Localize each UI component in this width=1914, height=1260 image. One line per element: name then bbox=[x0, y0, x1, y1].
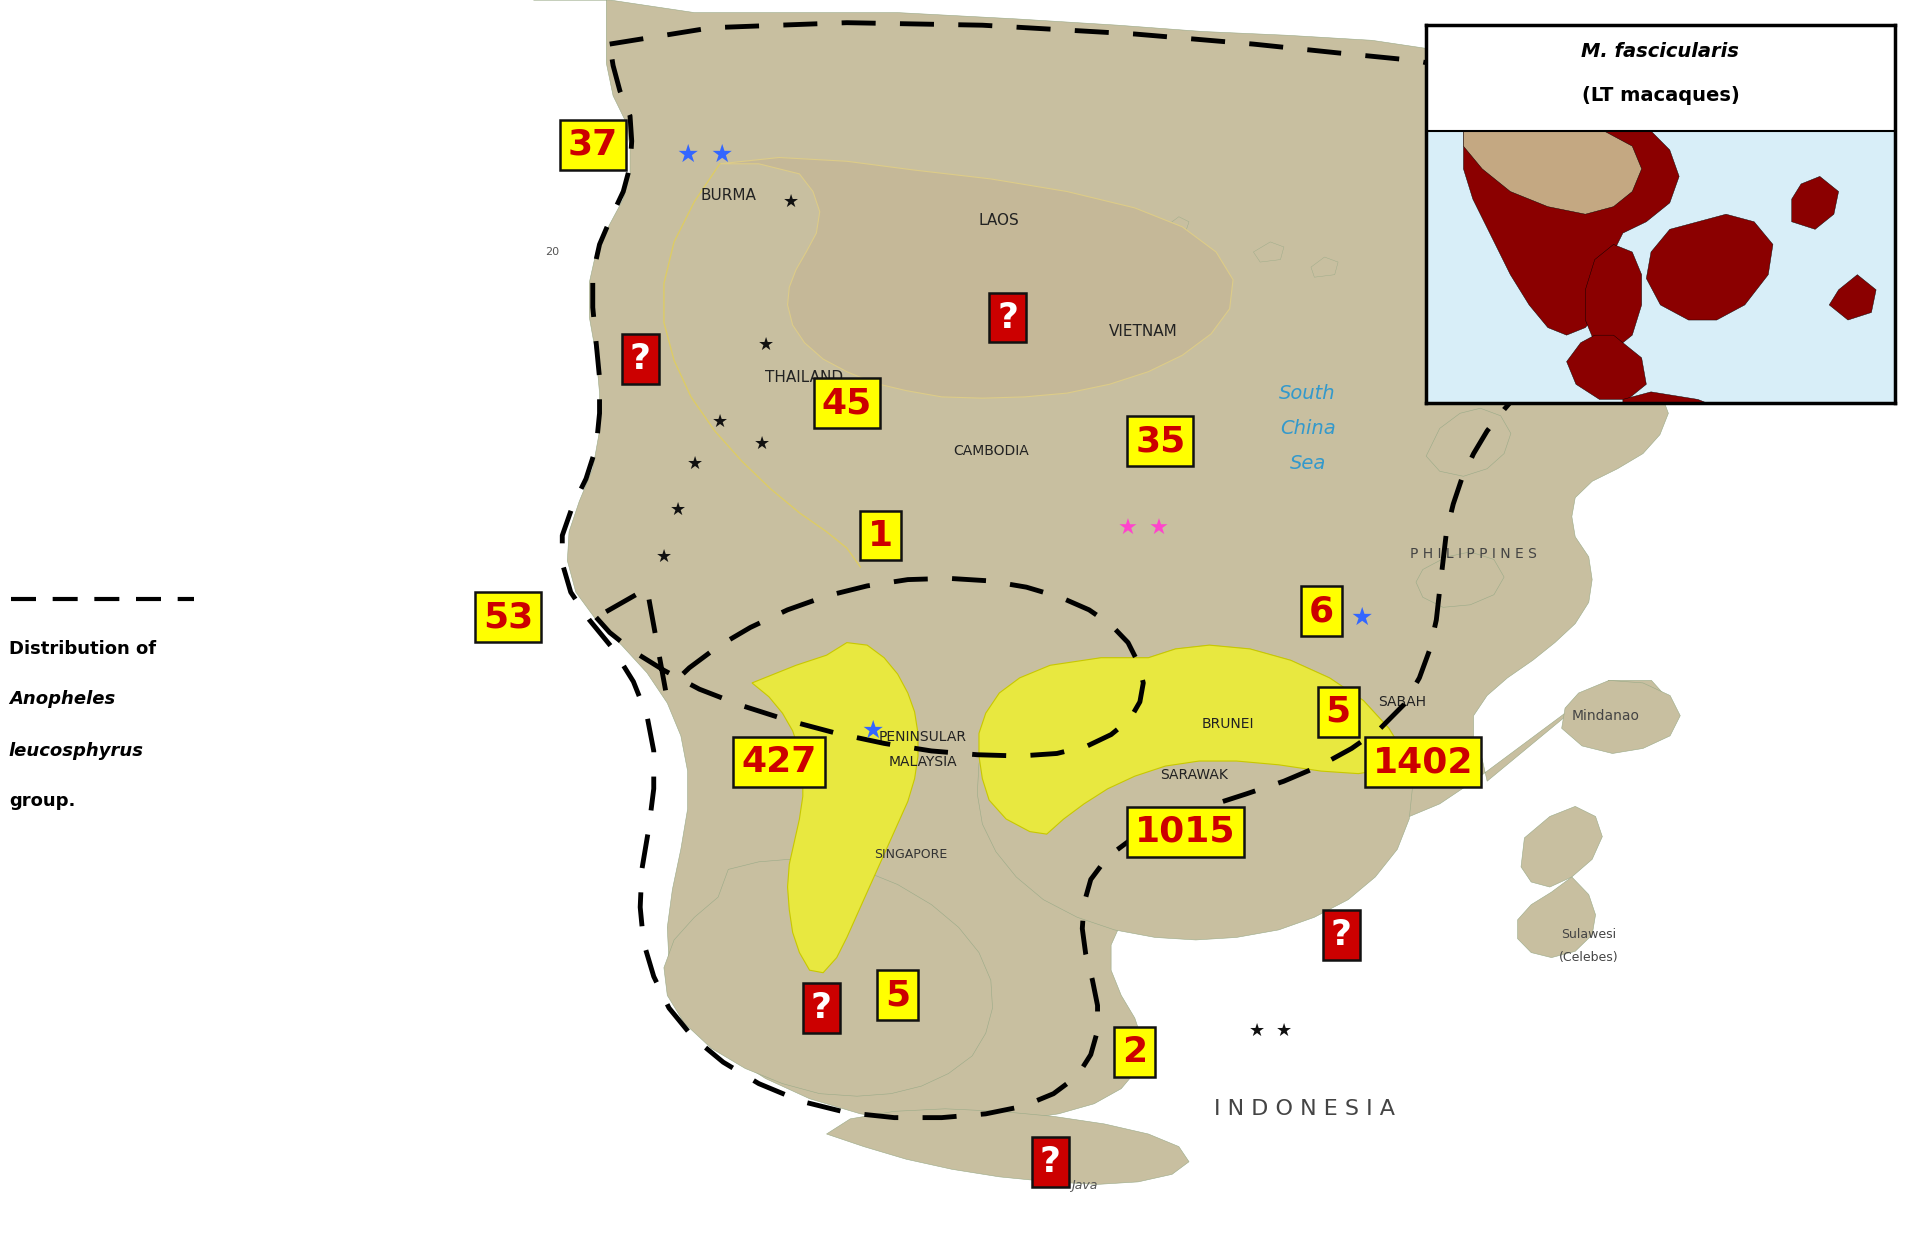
Text: LAOS: LAOS bbox=[978, 213, 1020, 228]
Text: M. fascicularis: M. fascicularis bbox=[1581, 42, 1740, 62]
Text: ?: ? bbox=[1039, 1145, 1060, 1178]
Text: 2: 2 bbox=[1122, 1036, 1146, 1068]
Text: ★: ★ bbox=[861, 718, 884, 743]
Text: Distribution of: Distribution of bbox=[10, 640, 155, 658]
Text: ?: ? bbox=[630, 343, 651, 375]
Text: SINGAPORE: SINGAPORE bbox=[875, 848, 947, 861]
Text: Java: Java bbox=[1070, 1179, 1097, 1192]
Polygon shape bbox=[1566, 335, 1646, 399]
Text: VIETNAM: VIETNAM bbox=[1108, 324, 1177, 339]
Polygon shape bbox=[978, 645, 1413, 940]
Text: BURMA: BURMA bbox=[701, 188, 756, 203]
Polygon shape bbox=[534, 0, 1711, 1123]
Text: SARAWAK: SARAWAK bbox=[1160, 767, 1229, 782]
Text: Sea: Sea bbox=[1290, 454, 1326, 474]
Text: group.: group. bbox=[10, 793, 75, 810]
Text: leucosphyrus: leucosphyrus bbox=[10, 742, 144, 761]
Text: 37: 37 bbox=[568, 129, 618, 161]
Polygon shape bbox=[827, 1109, 1189, 1184]
Polygon shape bbox=[1426, 408, 1510, 476]
Polygon shape bbox=[1792, 176, 1839, 229]
Text: ★: ★ bbox=[1277, 1022, 1292, 1040]
Polygon shape bbox=[1518, 877, 1596, 958]
Text: Taiwan: Taiwan bbox=[1548, 194, 1596, 209]
Text: 5: 5 bbox=[884, 979, 911, 1012]
Text: ?: ? bbox=[997, 301, 1018, 334]
Text: China: China bbox=[1280, 418, 1336, 438]
Text: ★: ★ bbox=[670, 501, 685, 519]
Text: P H I L I P P I N E S: P H I L I P P I N E S bbox=[1411, 547, 1537, 562]
Text: ★: ★ bbox=[754, 435, 769, 452]
Polygon shape bbox=[1522, 806, 1602, 887]
Text: ★: ★ bbox=[687, 455, 702, 472]
Polygon shape bbox=[1169, 217, 1189, 234]
Bar bbox=[1426, 131, 1895, 403]
Polygon shape bbox=[1623, 392, 1717, 415]
Text: ★: ★ bbox=[758, 336, 773, 354]
Text: (Celebes): (Celebes) bbox=[1560, 951, 1619, 964]
Text: 1402: 1402 bbox=[1372, 746, 1474, 779]
Text: 1: 1 bbox=[869, 519, 894, 552]
Text: I N D O N E S I A: I N D O N E S I A bbox=[1213, 1099, 1395, 1119]
Polygon shape bbox=[1566, 158, 1606, 207]
Text: BRUNEI: BRUNEI bbox=[1202, 717, 1254, 732]
Text: 6: 6 bbox=[1309, 595, 1334, 627]
Text: ★: ★ bbox=[1351, 605, 1372, 630]
Text: South: South bbox=[1279, 383, 1336, 403]
Text: Anopheles: Anopheles bbox=[10, 689, 115, 708]
Polygon shape bbox=[664, 859, 993, 1096]
Text: ?: ? bbox=[1497, 355, 1518, 388]
Polygon shape bbox=[1585, 244, 1642, 350]
Text: 5: 5 bbox=[1326, 696, 1351, 728]
Polygon shape bbox=[1311, 257, 1338, 277]
Text: CAMBODIA: CAMBODIA bbox=[953, 444, 1028, 459]
Polygon shape bbox=[1646, 214, 1772, 320]
Text: Sulawesi: Sulawesi bbox=[1562, 929, 1615, 941]
Text: 1015: 1015 bbox=[1135, 815, 1236, 848]
Polygon shape bbox=[1464, 131, 1679, 335]
Text: ★: ★ bbox=[1148, 519, 1169, 539]
Polygon shape bbox=[1830, 275, 1876, 320]
Polygon shape bbox=[1254, 242, 1284, 262]
Text: Mindanao: Mindanao bbox=[1571, 708, 1640, 723]
Text: ?: ? bbox=[1330, 919, 1351, 951]
Text: 20: 20 bbox=[545, 247, 559, 257]
Text: 45: 45 bbox=[821, 387, 873, 420]
Text: 53: 53 bbox=[482, 601, 534, 634]
Text: 35: 35 bbox=[1135, 425, 1185, 457]
Text: ★: ★ bbox=[657, 548, 672, 566]
Text: ?: ? bbox=[812, 992, 833, 1024]
Polygon shape bbox=[1562, 680, 1680, 753]
Text: ★: ★ bbox=[676, 142, 699, 168]
Bar bbox=[1426, 25, 1895, 131]
Polygon shape bbox=[720, 158, 1233, 398]
Text: MALAYSIA: MALAYSIA bbox=[888, 755, 957, 770]
Text: THAILAND: THAILAND bbox=[766, 370, 844, 386]
Text: PENINSULAR: PENINSULAR bbox=[879, 730, 967, 745]
Polygon shape bbox=[1416, 552, 1504, 607]
Text: ★: ★ bbox=[1118, 519, 1139, 539]
Polygon shape bbox=[1464, 131, 1642, 214]
Polygon shape bbox=[752, 643, 919, 973]
Text: (LT macaques): (LT macaques) bbox=[1581, 86, 1740, 105]
Text: ★: ★ bbox=[710, 142, 733, 168]
Polygon shape bbox=[978, 645, 1405, 834]
Text: ★: ★ bbox=[783, 193, 798, 210]
Text: ★: ★ bbox=[712, 413, 727, 431]
Text: SABAH: SABAH bbox=[1378, 694, 1426, 709]
Text: 427: 427 bbox=[741, 746, 817, 779]
Text: ★: ★ bbox=[1248, 1022, 1265, 1040]
